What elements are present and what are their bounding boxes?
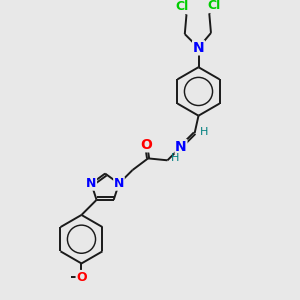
Text: H: H (200, 127, 208, 137)
Text: Cl: Cl (208, 0, 221, 12)
Text: N: N (86, 177, 97, 190)
Text: Cl: Cl (175, 1, 188, 13)
Text: H: H (171, 153, 179, 164)
Text: N: N (175, 140, 187, 154)
Text: O: O (76, 271, 87, 284)
Text: N: N (114, 177, 124, 190)
Text: O: O (140, 138, 152, 152)
Text: N: N (193, 41, 204, 55)
